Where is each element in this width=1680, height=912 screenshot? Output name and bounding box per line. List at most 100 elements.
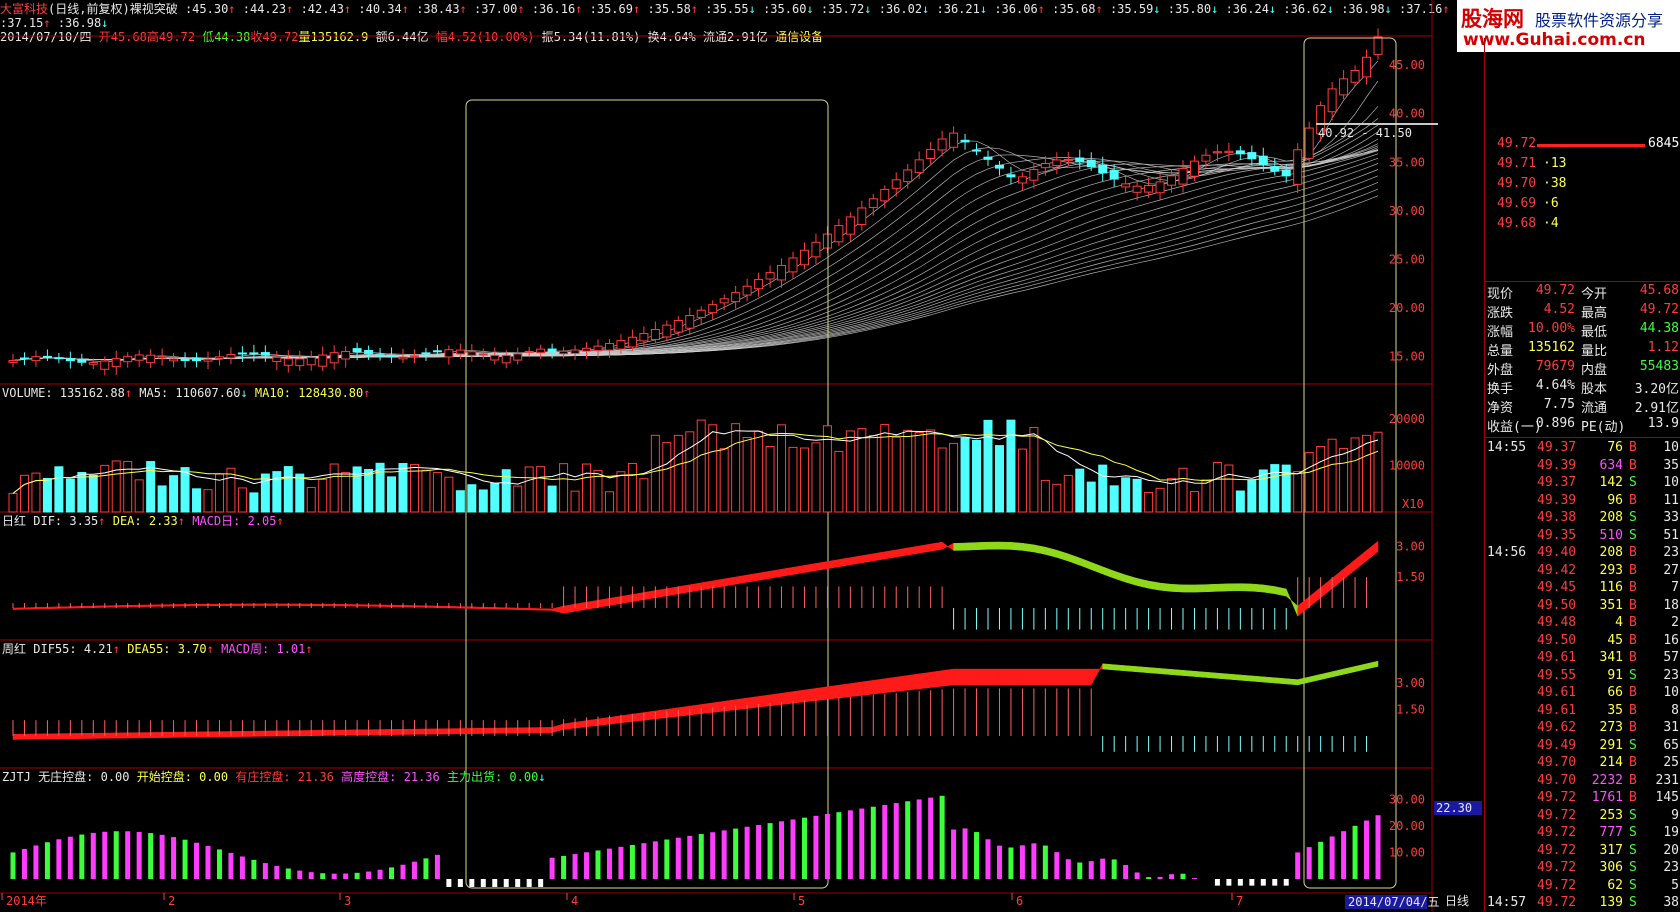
zjtj-bar [801,817,807,879]
zjtj-bar [1364,820,1370,879]
order-volume: ·13 [1543,156,1567,171]
candle-body [1040,163,1050,169]
time-axis-label: 2014年 [6,894,47,908]
tick-price: 49.50 [1537,632,1577,648]
tick-volume: 4 [1615,615,1623,630]
zjtj-bar [1249,879,1255,886]
arrow-down-icon: ↓ [748,2,756,16]
tick-row[interactable]: 49.38 208 S 33 [1485,510,1680,528]
tick-row[interactable]: 14:55 49.37 76 B 10 [1485,440,1680,458]
macd-week-band [804,688,817,703]
price-ladder-row2: :37.15↑ :36.98↓ [0,16,108,30]
tick-row[interactable]: 49.72 253 S 9 [1485,808,1680,826]
period-tab[interactable]: 日线 [1445,894,1470,908]
volume-bar [570,490,580,513]
open-label: 开 [98,30,111,44]
zjtj-bar [125,831,131,879]
sector-name[interactable]: 通信设备 [775,30,824,44]
time-axis-label: 6 [1016,894,1023,908]
tick-row[interactable]: 49.45 116 B 7 [1485,580,1680,598]
volume-bar [1144,491,1154,513]
tick-row[interactable]: 49.35 510 S 51 [1485,528,1680,546]
tick-row[interactable]: 49.72 1761 B 145 [1485,790,1680,808]
tick-row[interactable]: 49.50 351 B 18 [1485,598,1680,616]
macd-week-band [494,727,507,734]
macd-day-band [723,576,736,587]
candle-body [54,357,64,360]
order-volume: ·38 [1543,176,1567,191]
volume-bar [1327,438,1337,513]
macd-week-band [666,707,679,718]
tick-row[interactable]: 49.62 273 B 31 [1485,720,1680,738]
zjtj-bar [148,833,154,879]
tick-row[interactable]: 49.61 66 B 10 [1485,685,1680,703]
tick-price: 49.39 [1537,457,1577,473]
zjtj-bar [721,830,727,879]
chart-mode[interactable]: (日线,前复权) [48,2,130,16]
candle-body [364,349,374,354]
candle-body [1212,151,1222,154]
candle-body [1224,150,1234,154]
volume-bar [926,429,936,513]
tick-row[interactable]: 49.61 341 B 57 [1485,650,1680,668]
tick-row[interactable]: 49.37 142 S 10 [1485,475,1680,493]
volume-bar [31,472,41,513]
tick-row[interactable]: 49.72 317 S 20 [1485,843,1680,861]
volume-bar [478,489,488,513]
tick-row[interactable]: 14:57 49.72 139 S 38 [1485,895,1680,912]
arrow-up-icon: ↑ [1037,2,1045,16]
tick-row[interactable]: 49.42 293 B 27 [1485,563,1680,581]
candle-body [777,264,787,281]
tick-side: S [1629,807,1637,823]
tick-row[interactable]: 49.49 291 S 65 [1485,738,1680,756]
macd-day-band [1194,584,1207,593]
order-book-row[interactable]: 49.71 ·13 [1485,156,1680,174]
macd-day-band [700,580,713,591]
tick-row[interactable]: 49.39 96 B 11 [1485,493,1680,511]
zjtj-bar [205,845,211,879]
macd-day-band [1205,583,1218,593]
tick-price: 49.50 [1537,597,1577,613]
macd-day-band [1217,583,1230,592]
zjtj-bar [1123,865,1129,879]
tick-volume: 66 [1607,685,1623,700]
order-book-row[interactable]: 49.69 ·6 [1485,196,1680,214]
zjtj-bar [1329,836,1335,879]
stat-value: 79679 [1535,359,1575,374]
tick-list[interactable]: 14:55 49.37 76 B 10 49.39 634 B 35 49.37 142 S 10 49.… [1485,437,1680,912]
volume-bar [249,492,259,513]
tick-row[interactable]: 49.50 45 B 16 [1485,633,1680,651]
zjtj-a: 无庄控盘: 0.00 [38,770,130,784]
macd-week-band [781,691,794,705]
tick-row[interactable]: 49.55 91 S 23 [1485,668,1680,686]
volume-bar [1362,434,1372,513]
order-book-row[interactable]: 49.70 ·38 [1485,176,1680,194]
macd-day-band [769,568,782,579]
tick-row[interactable]: 49.70 2232 B 231 [1485,773,1680,791]
tick-row[interactable]: 49.72 306 S 23 [1485,860,1680,878]
macd-day-band [1331,568,1344,589]
stock-name[interactable]: 大富科技 [0,2,49,16]
volume-bar [134,479,144,513]
kline-chart[interactable]: 45.00 40.00 35.00 30.00 25.00 20.00 15.00 40.92… [0,0,1484,911]
stat-value: 2.91亿 [1634,401,1679,416]
tick-row[interactable]: 49.72 62 S 5 [1485,878,1680,896]
tick-volume: 317 [1599,842,1623,858]
tick-row[interactable]: 49.70 214 B 25 [1485,755,1680,773]
volume-bar [754,430,764,513]
tick-row[interactable]: 49.61 35 B 8 [1485,703,1680,721]
tick-row[interactable]: 49.39 634 B 35 [1485,458,1680,476]
indicator-name[interactable]: 裸视突破 [129,2,178,16]
tick-price: 49.49 [1537,737,1577,753]
tick-row[interactable]: 14:56 49.40 208 B 23 [1485,545,1680,563]
zjtj-bar [113,831,119,879]
macd-day-band [115,605,128,608]
order-book-row[interactable]: 49.72 6845 [1485,136,1680,154]
tick-row[interactable]: 49.48 4 B 2 [1485,615,1680,633]
candle-body [524,350,534,353]
volume-bar [409,463,419,513]
order-book-row[interactable]: 49.68 ·4 [1485,216,1680,234]
tick-row[interactable]: 49.72 777 S 19 [1485,825,1680,843]
zjtj-bar [400,864,406,879]
ladder-price: :36.98 [50,16,102,30]
